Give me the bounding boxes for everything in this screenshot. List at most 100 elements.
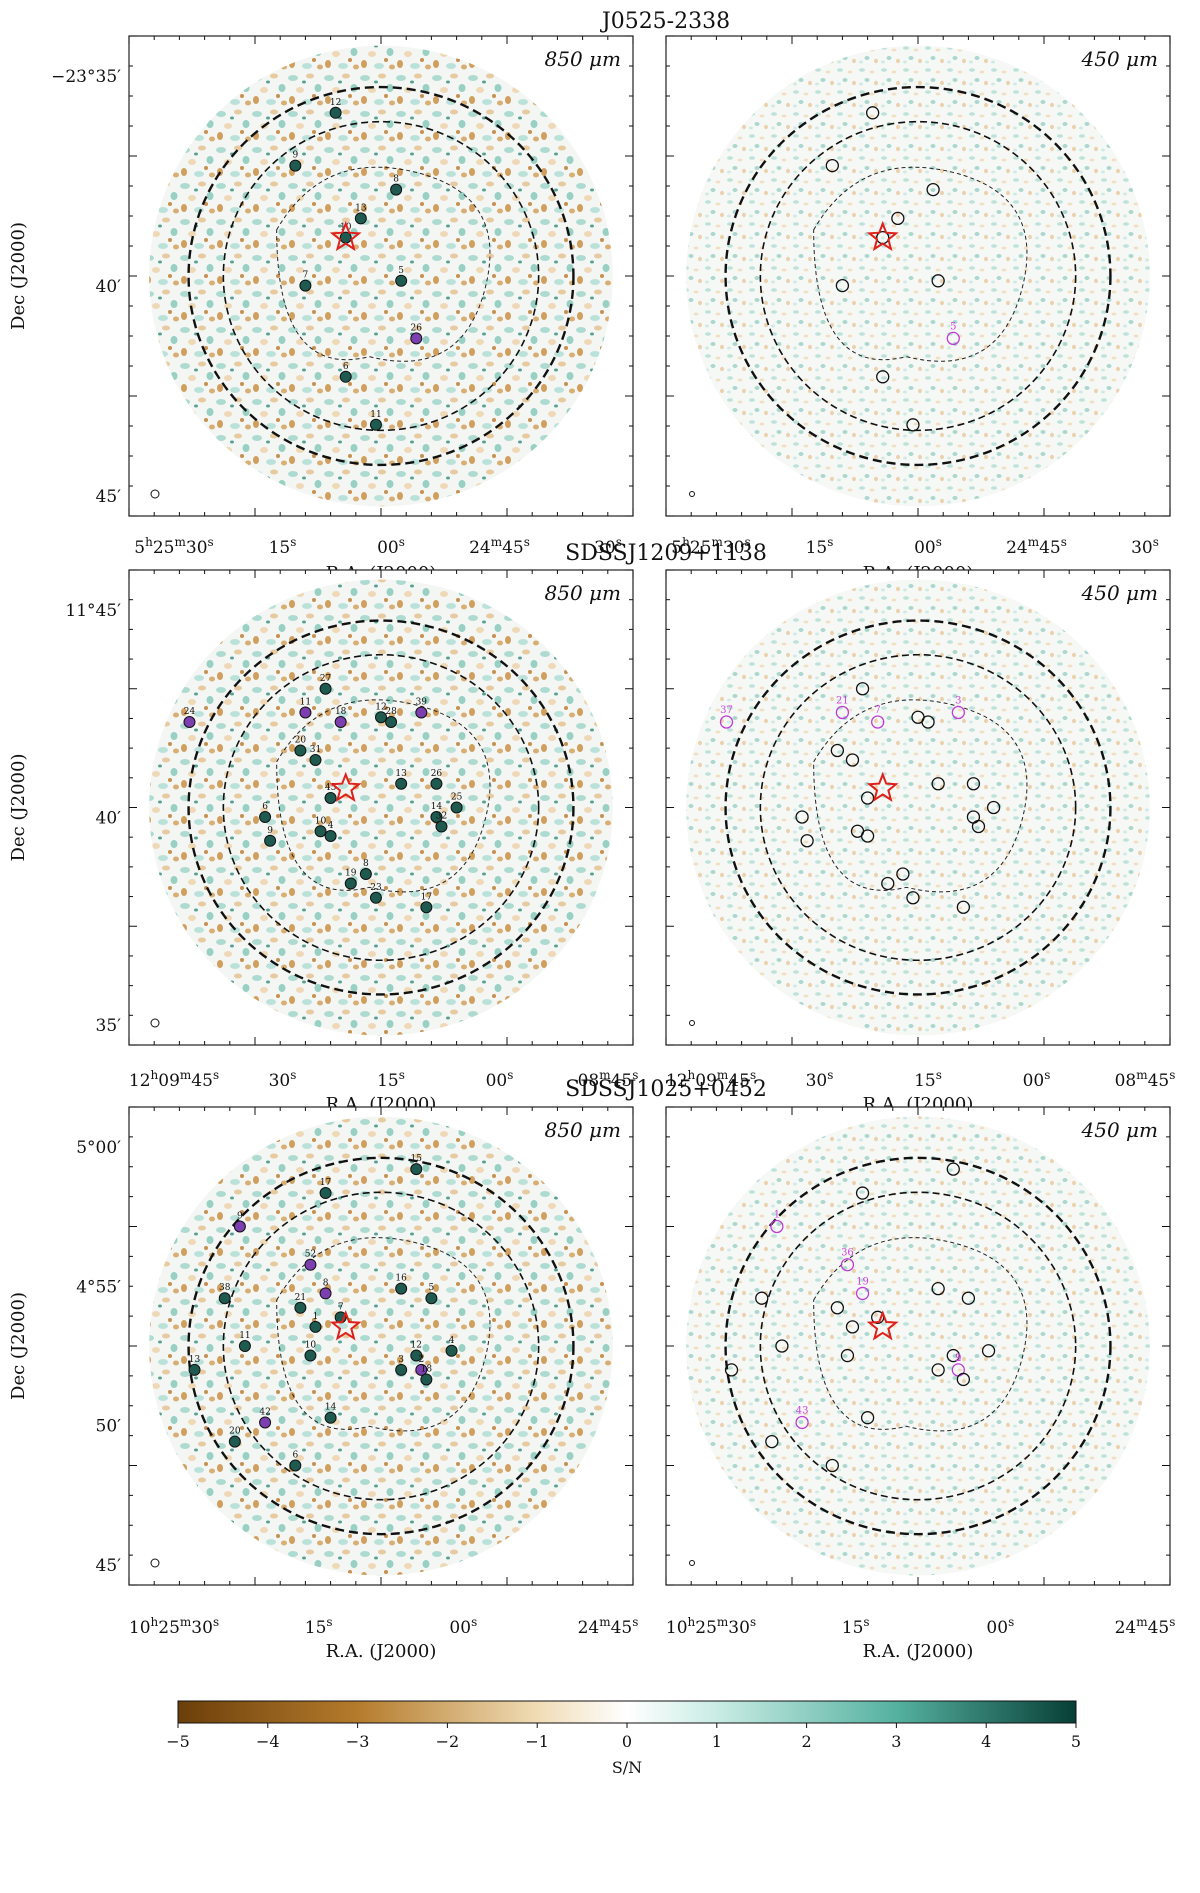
source-marker xyxy=(319,1187,332,1200)
source-label: 18 xyxy=(421,1364,433,1374)
ra-tick-label: 15s​ xyxy=(305,1615,333,1638)
source-circle xyxy=(855,1186,870,1200)
dec-tick-label: 4°55′ xyxy=(76,1277,121,1297)
dec-tick-label: 5°00′ xyxy=(76,1138,121,1158)
source-marker xyxy=(329,106,342,119)
y-axis-label: Dec (J2000) xyxy=(8,1292,29,1400)
source-label: 23 xyxy=(370,883,382,893)
source-circle xyxy=(931,1363,945,1377)
middle-contour xyxy=(759,1191,1077,1501)
source-marker xyxy=(304,1258,317,1271)
colorbar-tick-label: −4 xyxy=(256,1732,280,1751)
inner-contour xyxy=(276,1237,491,1432)
middle-contour xyxy=(759,653,1077,962)
colorbar-bar xyxy=(177,1700,1077,1724)
source-marker xyxy=(324,830,337,842)
ra-tick-label: 12h​09m​45s​ xyxy=(666,1068,756,1091)
source-circle xyxy=(800,834,814,848)
ra-tick-label: 30s​ xyxy=(1131,535,1159,558)
source-circle xyxy=(971,819,986,834)
source-label: 24 xyxy=(184,707,196,717)
dec-tick-label: 11°45′ xyxy=(65,601,121,621)
wavelength-label: 450 μm xyxy=(1081,47,1159,71)
inner-contour xyxy=(813,166,1028,362)
source-label: 25 xyxy=(451,793,463,803)
source-circle xyxy=(860,1411,875,1425)
source-label: 11 xyxy=(300,698,311,708)
source-marker xyxy=(299,706,312,719)
source-marker xyxy=(319,682,332,695)
source-circle xyxy=(946,1348,960,1363)
source-marker xyxy=(445,1344,458,1357)
source-circle xyxy=(876,370,890,384)
ra-tick-label: 15s​ xyxy=(269,535,297,558)
ra-tick-label: 00s​ xyxy=(1023,1068,1051,1091)
source-marker xyxy=(228,1435,241,1448)
source-marker xyxy=(294,744,307,757)
wavelength-label: 850 μm xyxy=(545,581,622,605)
source-circle xyxy=(865,106,880,120)
source-marker xyxy=(289,1459,302,1472)
source-label: 13 xyxy=(189,1355,201,1365)
source-label: 13 xyxy=(355,203,367,213)
source-label: 9 xyxy=(292,151,298,161)
source-label-magenta: 3 xyxy=(955,696,961,707)
source-marker xyxy=(359,868,372,880)
source-label: 6 xyxy=(262,802,268,812)
source-label: 12 xyxy=(375,702,386,712)
wavelength-label: 850 μm xyxy=(545,1118,622,1142)
map-450: 450 μm 37 21 7 3 12h​09m​45s​ 30s​ 15s​ 00s​ 08m​… xyxy=(665,569,1175,1115)
y-axis-label: Dec (J2000) xyxy=(8,754,29,862)
source-label: 15 xyxy=(411,1154,423,1164)
source-circle xyxy=(906,418,920,432)
source-label: 52 xyxy=(305,1250,316,1260)
source-marker xyxy=(395,1282,408,1295)
source-label: 27 xyxy=(320,674,332,684)
source-marker xyxy=(218,1292,231,1305)
source-label: 45 xyxy=(325,783,337,793)
colorbar-tick-label: −3 xyxy=(346,1732,370,1751)
dec-tick-label: 50′ xyxy=(96,1417,122,1437)
source-label: 8 xyxy=(323,1278,329,1288)
outer-contour xyxy=(187,85,575,467)
ra-tick-label: 15s​ xyxy=(377,1068,405,1091)
quasar-star xyxy=(329,771,362,803)
source-label: 5 xyxy=(398,266,404,276)
ra-tick-label: 10h​25m​30s​ xyxy=(129,1615,219,1638)
map-450: 450 μm55h​25m​30s​15s​00s​24m​45s​30s​R.… xyxy=(665,35,1171,584)
ra-tick-label: 5h​25m​30s​ xyxy=(671,535,750,558)
beam-marker xyxy=(689,491,695,497)
source-label-magenta: 19 xyxy=(856,1276,869,1287)
source-marker xyxy=(390,183,403,196)
source-circle xyxy=(860,829,875,843)
colorbar-tick-label: −5 xyxy=(166,1732,190,1751)
source-marker xyxy=(385,716,398,728)
noise-map xyxy=(149,1116,613,1576)
source-marker xyxy=(238,1340,251,1352)
panel-title: J0525-2338 xyxy=(600,9,730,34)
colorbar-tick-label: 1 xyxy=(712,1732,722,1751)
source-circle xyxy=(881,876,895,891)
source-marker xyxy=(375,711,387,724)
source-label: 2 xyxy=(418,1355,424,1365)
source-marker xyxy=(294,1301,307,1314)
ra-tick-label: 00s​ xyxy=(449,1615,477,1638)
source-marker xyxy=(430,811,443,823)
outer-contour xyxy=(724,85,1112,467)
source-circle xyxy=(931,274,945,288)
noise-map xyxy=(149,45,613,507)
source-label: 39 xyxy=(416,698,428,708)
source-circle xyxy=(765,1434,779,1449)
source-label: 11 xyxy=(370,410,381,420)
source-marker xyxy=(420,901,433,914)
colorbar-tick-label: 2 xyxy=(802,1732,812,1751)
source-label: 20 xyxy=(229,1427,241,1437)
dec-tick-label: 45′ xyxy=(96,1556,122,1576)
quasar-star xyxy=(329,220,362,252)
dec-tick-label: −23°35′ xyxy=(51,67,121,87)
ra-tick-label: 30s​ xyxy=(806,1068,834,1091)
colorbar-tick-label: 0 xyxy=(622,1732,632,1751)
source-circle xyxy=(956,900,971,914)
